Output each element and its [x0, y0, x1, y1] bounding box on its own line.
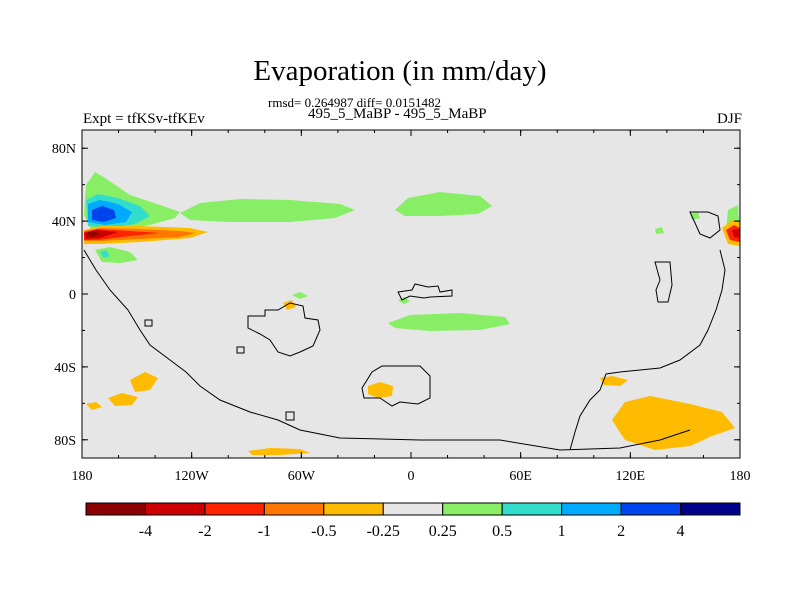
axis-labels: 180 120W 60W 0 60E 120E 180 80N 40N 0 40S 80S: [52, 142, 751, 484]
field-green-e-edge-2: [655, 227, 664, 234]
axis-ticks: [81, 130, 741, 458]
y-tick-label: 80N: [52, 142, 76, 157]
field-cyan-tropics-w: [100, 250, 110, 258]
colorbar-swatch: [442, 502, 503, 516]
field-green-equatorial: [388, 313, 510, 331]
field-darkred-wpac: [732, 229, 740, 238]
field-orange-sio-2: [612, 396, 735, 450]
field-orange-spac-1: [130, 372, 158, 392]
y-tick-label: 0: [69, 288, 76, 303]
y-tick-label: 80S: [54, 434, 76, 449]
colorbar-swatch: [323, 502, 384, 516]
colorbar-labels: -4 -2 -1 -0.5 -0.25 0.25 0.5 1 2 4: [139, 523, 685, 540]
coastlines: [83, 211, 726, 451]
coastline-south-america: [247, 302, 321, 357]
field-orange-satl: [368, 382, 393, 398]
colorbar-label: -4: [139, 523, 152, 540]
colorbar-label: -0.5: [311, 523, 336, 540]
colorbar-swatch: [204, 502, 265, 516]
colorbar-swatch: [620, 502, 682, 516]
coastline-southern-africa: [361, 365, 431, 407]
colorbar-label: 0.25: [429, 523, 457, 540]
coastline-island-e: [654, 261, 673, 303]
y-tick-label: 40N: [52, 215, 76, 230]
x-tick-label: 180: [72, 469, 93, 484]
chart-subtitle: 495_5_MaBP - 495_5_MaBP: [308, 106, 487, 122]
colorbar-swatch: [561, 502, 622, 516]
colorbar-label: 0.5: [492, 523, 512, 540]
chart-title: Evaporation (in mm/day): [253, 55, 547, 87]
field-green-npacific-east: [180, 199, 355, 222]
coastline-small-island-3: [285, 411, 295, 421]
experiment-label: Expt = tfKSv-tfKEv: [83, 111, 205, 127]
colorbar-label: -2: [198, 523, 211, 540]
x-tick-label: 60W: [288, 469, 316, 484]
field-orange-spac-2: [108, 393, 138, 406]
colorbar-label: 1: [558, 523, 566, 540]
colorbar-swatch: [144, 502, 206, 516]
x-tick-label: 180: [730, 469, 751, 484]
field-orange-so: [248, 448, 310, 455]
coastline-west-pacific: [83, 249, 691, 451]
x-tick-label: 120E: [616, 469, 646, 484]
field-orange-eqpac: [283, 300, 296, 310]
stats-text: rmsd= 0.264987 diff= 0.0151482: [268, 95, 441, 110]
anomaly-fields: [84, 172, 740, 455]
field-orange-spac-3: [86, 402, 102, 410]
field-green-natlantic: [395, 192, 492, 216]
y-tick-label: 40S: [54, 361, 76, 376]
colorbar: [85, 502, 741, 516]
coastline-africa: [397, 283, 453, 301]
colorbar-label: -1: [258, 523, 271, 540]
colorbar-label: 4: [677, 523, 685, 540]
colorbar-swatch: [680, 502, 741, 516]
x-tick-label: 60E: [509, 469, 532, 484]
coastline-island-ne: [689, 211, 721, 239]
field-green-small: [292, 292, 308, 299]
colorbar-label: 2: [617, 523, 625, 540]
coastline-east-edge: [569, 249, 726, 451]
colorbar-swatch: [85, 502, 146, 516]
colorbar-swatch: [263, 502, 325, 516]
x-tick-label: 120W: [175, 469, 210, 484]
season-label: DJF: [716, 111, 742, 127]
colorbar-label: -0.25: [367, 523, 400, 540]
coastline-small-island: [236, 346, 245, 354]
field-orange-sio-1: [600, 376, 628, 386]
field-maroon-kuroshio: [86, 231, 100, 237]
colorbar-swatch: [382, 502, 444, 516]
colorbar-swatch: [501, 502, 563, 516]
coastline-small-island-2: [144, 319, 153, 327]
field-blue-npacific: [92, 206, 116, 222]
x-tick-label: 0: [408, 469, 415, 484]
